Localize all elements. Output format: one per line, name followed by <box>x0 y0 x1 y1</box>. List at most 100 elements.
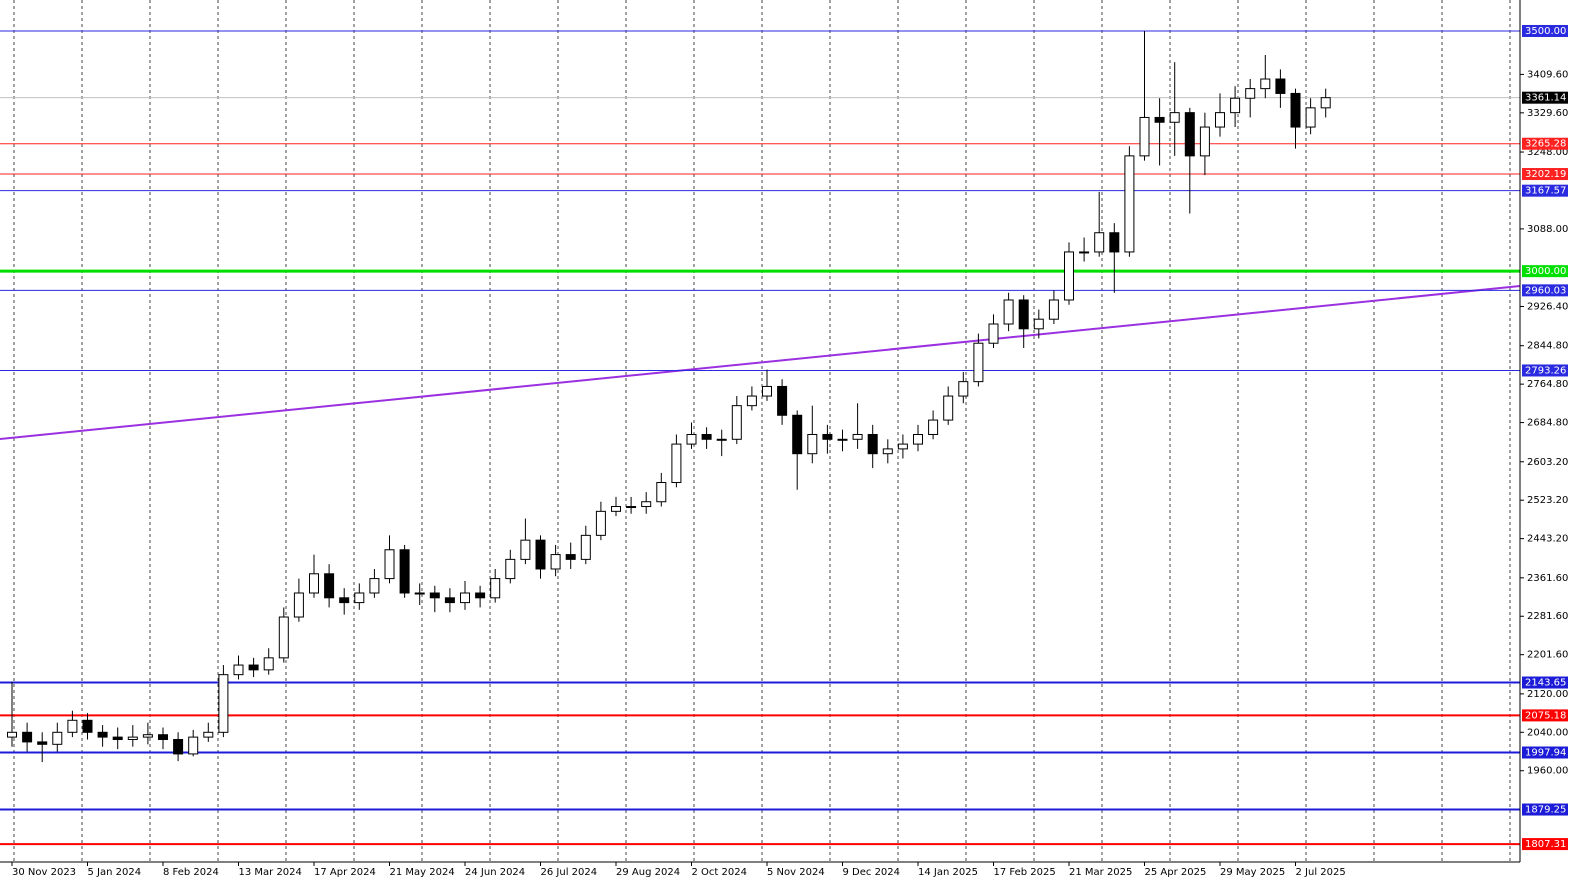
candle-body <box>580 534 591 560</box>
candle-body <box>837 438 848 441</box>
x-tick-label: 17 Apr 2024 <box>314 867 376 878</box>
candle-body <box>460 592 470 604</box>
candle-body <box>1033 318 1044 330</box>
x-tick-label: 9 Dec 2024 <box>843 867 901 878</box>
candle-body <box>762 385 772 397</box>
x-tick-label: 5 Nov 2024 <box>767 867 825 878</box>
x-tick-label: 17 Feb 2025 <box>994 867 1056 878</box>
level-label-box <box>1522 265 1568 278</box>
candle-body <box>1320 97 1331 109</box>
candle-body <box>1260 78 1271 90</box>
x-tick-label: 5 Jan 2024 <box>88 867 142 878</box>
x-tick-label: 8 Feb 2024 <box>163 867 219 878</box>
candle-body <box>792 414 803 455</box>
x-tick-label: 26 Jul 2024 <box>541 867 598 878</box>
x-tick-label: 13 Mar 2024 <box>239 867 302 878</box>
candle-body <box>127 736 138 741</box>
candle-body <box>1094 232 1105 253</box>
candle-body <box>550 554 561 570</box>
candle-body <box>1079 251 1090 254</box>
x-tick-label: 29 Aug 2024 <box>616 867 680 878</box>
candle-body <box>142 734 153 738</box>
candle-body <box>897 443 908 450</box>
y-tick-label: 2523.20 <box>1527 495 1568 506</box>
x-tick-label: 21 May 2024 <box>390 867 455 878</box>
candle-body <box>1230 97 1241 114</box>
level-label: 3167.57 <box>1525 186 1566 197</box>
candle-body <box>263 657 274 671</box>
candle-body <box>444 597 455 604</box>
level-label-box <box>1522 746 1568 759</box>
candle-body <box>852 433 863 440</box>
candle-body <box>52 731 63 745</box>
candle-body <box>641 501 652 508</box>
candle-body <box>158 734 168 741</box>
candle-body <box>958 381 969 397</box>
level-label: 2793.26 <box>1525 365 1566 376</box>
x-tick-label: 2 Jul 2025 <box>1296 867 1346 878</box>
candle-body <box>913 433 923 445</box>
level-label: 1807.31 <box>1525 839 1566 850</box>
y-tick-label: 2201.60 <box>1527 650 1568 661</box>
level-label-box <box>1522 676 1568 689</box>
candle-body <box>173 739 184 755</box>
candle-body <box>369 578 380 594</box>
candle-body <box>324 573 335 599</box>
candle-body <box>1169 112 1180 123</box>
candle-body <box>37 741 48 745</box>
level-label: 2143.65 <box>1525 678 1566 689</box>
level-label-box <box>1522 24 1568 37</box>
level-label: 2960.03 <box>1525 285 1566 296</box>
candle-body <box>867 433 878 455</box>
current-price-label-box <box>1522 91 1568 104</box>
candle-body <box>701 433 712 440</box>
candle-body <box>626 506 637 509</box>
level-label-box <box>1522 168 1568 181</box>
candle-body <box>535 539 546 570</box>
x-tick-label: 21 Mar 2025 <box>1069 867 1132 878</box>
candle-body <box>354 592 365 604</box>
candle-body <box>490 578 501 599</box>
y-tick-label: 2603.20 <box>1527 457 1568 468</box>
candle-body <box>7 731 17 738</box>
x-tick-label: 24 Jun 2024 <box>465 867 525 878</box>
candle-body <box>822 433 833 440</box>
y-tick-label: 2684.80 <box>1527 418 1568 429</box>
x-tick-label: 25 Apr 2025 <box>1145 867 1207 878</box>
candle-body <box>1245 88 1256 99</box>
trendline <box>0 285 1521 441</box>
candle-body <box>1199 126 1210 157</box>
candle-body <box>611 506 621 512</box>
candle-body <box>203 731 214 738</box>
level-label-box <box>1522 284 1568 297</box>
level-label: 3000.00 <box>1525 266 1566 277</box>
candle-body <box>746 395 757 407</box>
level-label-box <box>1522 137 1568 150</box>
candle-body <box>686 433 697 445</box>
candle-body <box>414 592 425 595</box>
level-label: 3500.00 <box>1525 26 1566 37</box>
candle-body <box>22 731 33 743</box>
candle-body <box>188 736 199 755</box>
candle-body <box>429 592 440 599</box>
y-tick-label: 2120.00 <box>1527 689 1568 700</box>
candle-body <box>777 385 788 416</box>
candle-body <box>988 323 999 344</box>
candle-body <box>671 443 682 484</box>
level-label: 3202.19 <box>1525 169 1566 180</box>
candle-body <box>339 597 350 604</box>
candle-body <box>928 419 939 435</box>
candle-body <box>475 592 486 599</box>
candle-body <box>973 342 984 383</box>
y-tick-label: 2281.60 <box>1527 611 1568 622</box>
y-tick-label: 3409.60 <box>1527 69 1568 80</box>
candle-body <box>233 664 244 676</box>
candle-body <box>67 719 78 733</box>
candle-body <box>1003 299 1014 325</box>
candle-body <box>248 664 259 671</box>
level-label-box <box>1522 364 1568 377</box>
candle-body <box>82 719 93 733</box>
candle-body <box>882 448 893 455</box>
level-label-box <box>1522 184 1568 197</box>
candle-body <box>807 433 818 455</box>
